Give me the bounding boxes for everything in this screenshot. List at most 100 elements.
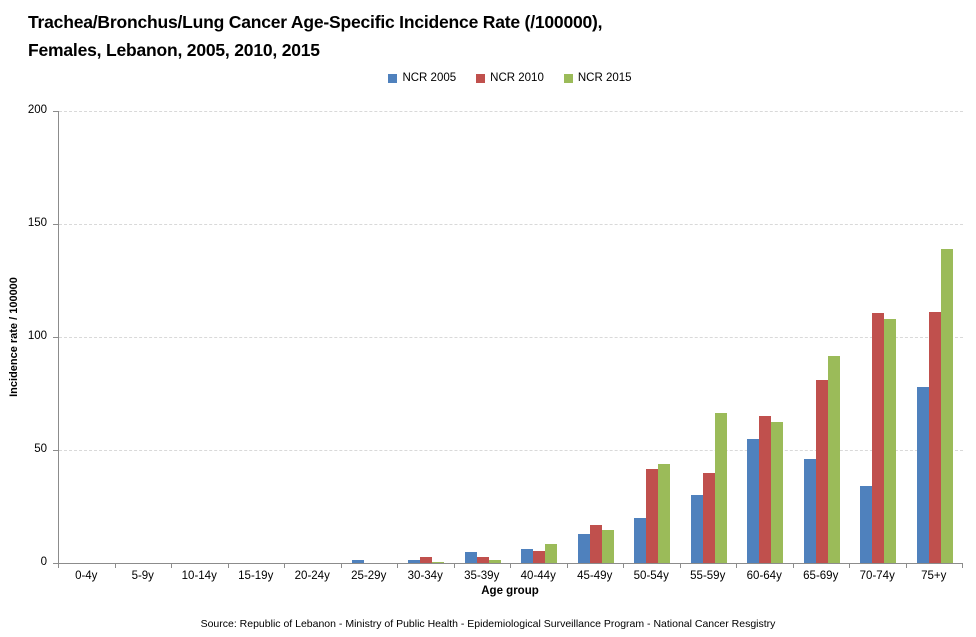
x-tick-label-40-44y: 40-44y	[520, 570, 556, 582]
bar-ncr-2010-45-49y	[589, 524, 602, 563]
bar-ncr-2005-75+y	[916, 386, 929, 563]
x-tick-mark-3	[227, 564, 229, 568]
bar-ncr-2005-45-49y	[577, 533, 590, 563]
bar-ncr-2010-35-39y	[476, 557, 489, 563]
x-tick-label-10-14y: 10-14y	[181, 570, 217, 582]
bar-group-15-19y	[229, 111, 286, 563]
x-tick-label-0-4y: 0-4y	[75, 570, 98, 582]
x-tick-label-5-9y: 5-9y	[131, 570, 154, 582]
chart-legend: NCR 2005 NCR 2010 NCR 2015	[58, 70, 962, 86]
bar-ncr-2015-45-49y	[601, 530, 614, 563]
gridline-150	[59, 224, 963, 225]
legend-swatch-ncr-2015	[563, 73, 573, 83]
bar-group-45-49y	[568, 111, 625, 563]
bar-ncr-2010-60-64y	[759, 416, 772, 563]
legend-label-ncr-2005: NCR 2005	[402, 72, 457, 84]
x-tick-mark-7	[453, 564, 455, 568]
bar-ncr-2015-30-34y	[432, 561, 445, 563]
gridline-50	[59, 450, 963, 451]
x-tick-mark-4	[284, 564, 285, 568]
x-tick-mark-13	[792, 564, 794, 568]
x-tick-label-45-49y: 45-49y	[577, 570, 613, 582]
bar-ncr-2010-55-59y	[702, 472, 715, 563]
legend-swatch-ncr-2010	[476, 73, 486, 83]
bar-group-55-59y	[681, 111, 738, 563]
legend-item-ncr-2015: NCR 2015	[563, 72, 632, 84]
bar-ncr-2010-70-74y	[872, 313, 885, 563]
y-tick-mark-100	[53, 337, 58, 338]
x-tick-label-35-39y: 35-39y	[464, 570, 500, 582]
bar-ncr-2010-65-69y	[815, 379, 828, 563]
bar-group-0-4y	[59, 111, 116, 563]
bar-group-25-29y	[342, 111, 399, 563]
bar-ncr-2010-50-54y	[646, 469, 659, 563]
bar-ncr-2005-40-44y	[521, 549, 534, 563]
bar-group-30-34y	[398, 111, 455, 563]
bar-ncr-2005-30-34y	[408, 560, 421, 563]
x-tick-mark-15	[905, 564, 907, 568]
gridline-200	[59, 111, 963, 112]
bar-ncr-2010-40-44y	[533, 550, 546, 563]
x-tick-label-30-34y: 30-34y	[407, 570, 443, 582]
chart-title-line2: Females, Lebanon, 2005, 2010, 2015	[28, 40, 320, 60]
x-tick-label-20-24y: 20-24y	[294, 570, 330, 582]
x-tick-label-55-59y: 55-59y	[690, 570, 726, 582]
legend-label-ncr-2010: NCR 2010	[490, 72, 544, 84]
plot-area	[58, 111, 963, 564]
x-tick-mark-11	[679, 564, 681, 568]
y-tick-label-0: 0	[40, 556, 47, 568]
x-tick-label-50-54y: 50-54y	[633, 570, 669, 582]
bar-ncr-2010-75+y	[928, 312, 941, 563]
x-tick-mark-10	[623, 564, 624, 568]
x-tick-mark-2	[171, 564, 172, 568]
y-tick-mark-150	[53, 224, 58, 225]
x-tick-mark-5	[340, 564, 342, 568]
legend-item-ncr-2005: NCR 2005	[388, 72, 456, 84]
chart-title-line1: Trachea/Bronchus/Lung Cancer Age-Specifi…	[28, 12, 603, 32]
bar-group-50-54y	[624, 111, 681, 563]
bar-ncr-2005-70-74y	[860, 486, 873, 563]
bar-ncr-2010-30-34y	[420, 557, 433, 563]
legend-label-ncr-2015: NCR 2015	[577, 72, 632, 84]
legend-item-ncr-2010: NCR 2010	[476, 72, 544, 84]
x-tick-label-75+y: 75+y	[921, 570, 947, 582]
y-tick-label-50: 50	[34, 443, 47, 455]
y-tick-mark-200	[53, 111, 58, 112]
bar-group-35-39y	[455, 111, 512, 563]
x-tick-label-70-74y: 70-74y	[859, 570, 895, 582]
bar-ncr-2005-65-69y	[803, 459, 816, 563]
x-tick-mark-0	[58, 564, 59, 568]
x-tick-label-25-29y: 25-29y	[351, 570, 387, 582]
x-tick-mark-6	[397, 564, 398, 568]
bar-group-65-69y	[794, 111, 851, 563]
bar-ncr-2015-60-64y	[771, 421, 784, 563]
bar-group-40-44y	[511, 111, 568, 563]
bar-ncr-2005-25-29y	[351, 560, 364, 563]
bar-ncr-2015-35-39y	[488, 559, 501, 563]
x-tick-mark-12	[736, 564, 737, 568]
bar-group-20-24y	[285, 111, 342, 563]
bar-ncr-2005-55-59y	[690, 495, 703, 563]
bar-ncr-2015-65-69y	[827, 356, 840, 563]
chart-title: Trachea/Bronchus/Lung Cancer Age-Specifi…	[28, 8, 603, 64]
x-tick-mark-8	[510, 564, 511, 568]
x-tick-label-65-69y: 65-69y	[803, 570, 839, 582]
bar-ncr-2005-50-54y	[634, 517, 647, 563]
x-tick-mark-16	[962, 564, 963, 568]
x-tick-label-60-64y: 60-64y	[746, 570, 782, 582]
y-tick-label-150: 150	[27, 217, 47, 229]
bar-group-70-74y	[850, 111, 907, 563]
y-tick-label-100: 100	[27, 330, 47, 342]
bar-ncr-2015-75+y	[940, 248, 953, 563]
y-tick-label-200: 200	[27, 104, 47, 116]
bar-ncr-2005-60-64y	[747, 438, 760, 563]
x-tick-mark-9	[566, 564, 568, 568]
y-tick-mark-50	[53, 450, 58, 451]
gridline-100	[59, 337, 963, 338]
bar-ncr-2015-70-74y	[884, 318, 897, 563]
x-tick-label-15-19y: 15-19y	[238, 570, 274, 582]
bar-ncr-2005-35-39y	[464, 551, 477, 563]
bar-ncr-2015-50-54y	[658, 463, 671, 563]
x-tick-mark-14	[849, 564, 850, 568]
